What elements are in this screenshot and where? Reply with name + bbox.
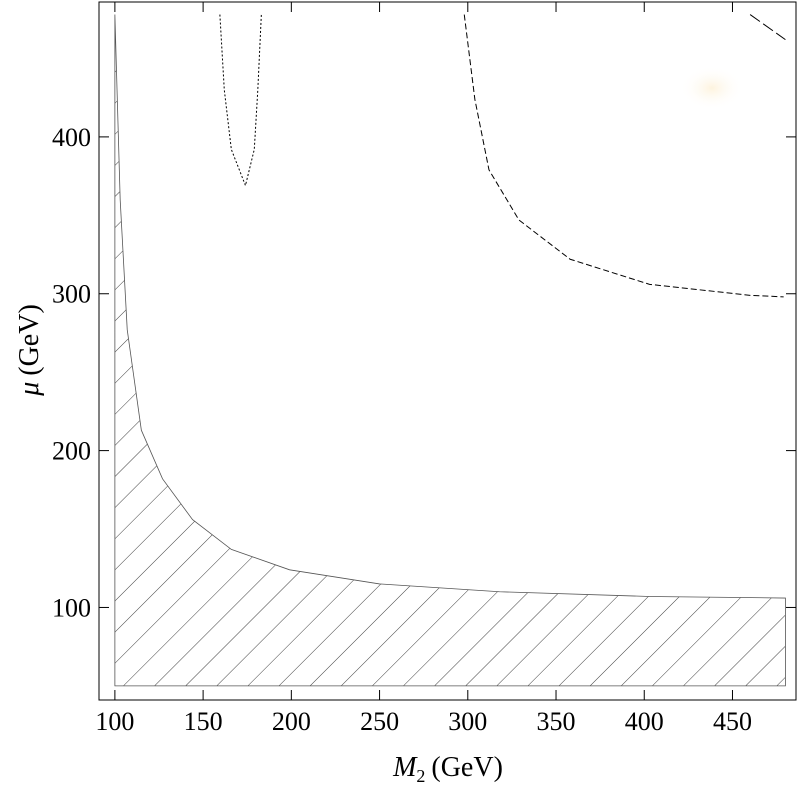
x-tick-label: 250 — [360, 707, 399, 736]
contour-line — [749, 14, 786, 41]
shading — [680, 66, 744, 110]
y-axis-label: μ (GeV) — [14, 304, 45, 397]
x-axis-label: M2 (GeV) — [392, 752, 503, 786]
x-tick-label: 350 — [537, 707, 576, 736]
y-tick-label: 400 — [52, 123, 91, 152]
x-label-sub: 2 — [416, 766, 425, 786]
y-label-var: μ — [14, 382, 45, 397]
y-tick-label: 300 — [52, 280, 91, 309]
x-tick-label: 300 — [448, 707, 487, 736]
y-label-unit: (GeV) — [14, 304, 45, 376]
y-tick-label: 200 — [52, 437, 91, 466]
x-tick-label: 150 — [184, 707, 223, 736]
x-tick-label: 450 — [713, 707, 752, 736]
x-label-var: M — [392, 752, 418, 783]
x-tick-label: 400 — [625, 707, 664, 736]
excluded-region — [114, 14, 786, 687]
x-tick-label: 100 — [95, 707, 134, 736]
contour-line — [463, 14, 784, 298]
x-tick-label: 200 — [272, 707, 311, 736]
x-label-unit: (GeV) — [431, 752, 503, 783]
y-tick-label: 100 — [52, 593, 91, 622]
